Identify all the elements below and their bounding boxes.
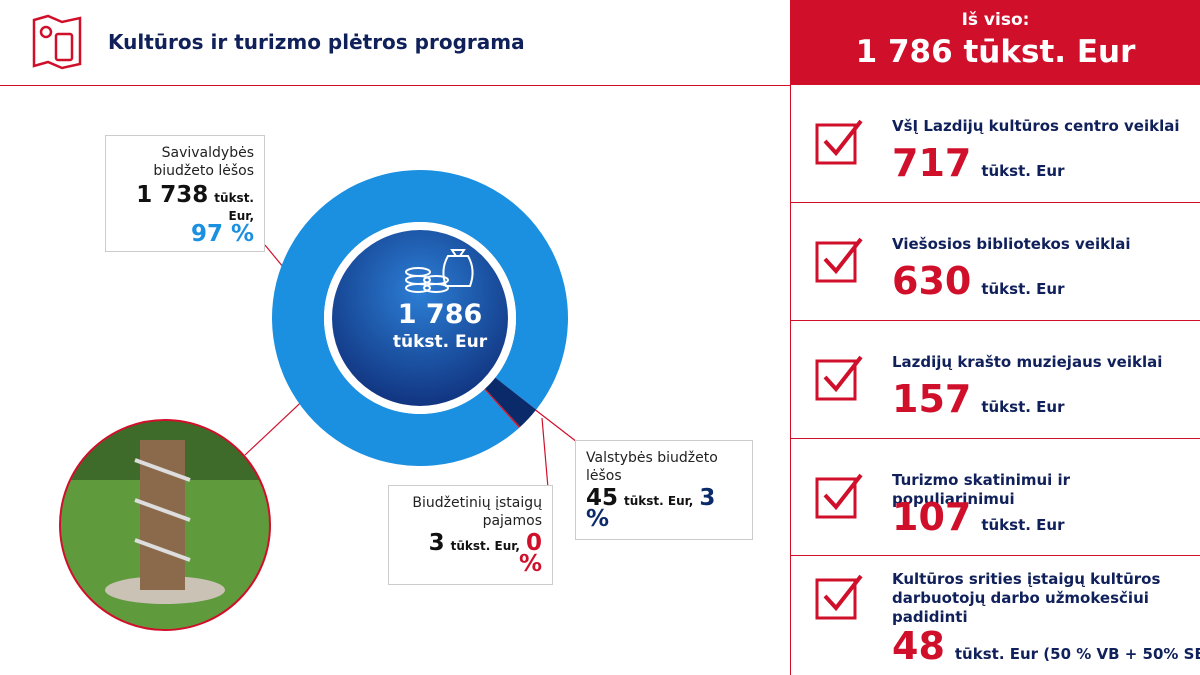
item-unit: tūkst. Eur (981, 516, 1065, 534)
list-item: Turizmo skatinimui ir populiarinimui 107… (791, 439, 1200, 556)
share-label: 0 % (518, 530, 542, 577)
pie-segment (484, 388, 521, 428)
item-amount: 107 (892, 495, 972, 539)
center-unit: tūkst. Eur (393, 332, 488, 352)
summary-box: Iš viso: 1 786 tūkst. Eur (791, 0, 1200, 85)
value-label: 1 738 (136, 182, 209, 208)
item-label: Kultūros srities įstaigų kultūros darbuo… (892, 570, 1161, 626)
list-item: VšĮ Lazdijų kultūros centro veiklai 717 t… (791, 85, 1200, 203)
list-item: Lazdijų krašto muziejaus veiklai 157 tūks… (791, 321, 1200, 439)
donut (272, 169, 569, 466)
item-unit: tūkst. Eur (981, 280, 1065, 298)
divider (790, 0, 791, 675)
item-amount: 157 (892, 377, 972, 421)
list-item: Kultūros srities įstaigų kultūros darbuo… (791, 556, 1200, 675)
callout: Biudžetinių įstaigų pajamos 3 tūkst. Eur,… (388, 485, 553, 585)
item-unit: tūkst. Eur (981, 398, 1065, 416)
check-icon (815, 473, 863, 519)
item-amount: 48 (892, 624, 945, 668)
category-label: Savivaldybės biudžeto lėšos (153, 145, 254, 179)
photo-frame (59, 419, 271, 631)
check-icon (815, 237, 863, 283)
category-label: Valstybės biudžeto lėšos (586, 450, 718, 484)
unit-label: tūkst. Eur, (624, 494, 694, 508)
item-amount: 630 (892, 259, 972, 303)
item-label: VšĮ Lazdijų kultūros centro veiklai (892, 117, 1180, 135)
callout: Savivaldybės biudžeto lėšos 1 738 tūkst. … (105, 135, 265, 252)
divider (0, 85, 790, 86)
center-total: 1 786 (398, 299, 483, 330)
center-disc (332, 230, 508, 406)
page-title: Kultūros ir turizmo plėtros programa (108, 30, 525, 54)
summary-label: Iš viso: (961, 10, 1030, 30)
list-item: Viešosios bibliotekos veiklai 630 tūkst. … (791, 203, 1200, 321)
share-label: 3 % (586, 485, 716, 532)
check-icon (815, 574, 863, 620)
unit-label: tūkst. Eur, (214, 191, 254, 223)
check-icon (815, 119, 863, 165)
item-label: Turizmo skatinimui ir populiarinimui (892, 471, 1071, 508)
unit-label: tūkst. Eur, (450, 539, 520, 553)
value-label: 3 (428, 530, 445, 556)
value-label: 45 (586, 485, 619, 511)
pie-segment (484, 377, 537, 427)
category-label: Biudžetinių įstaigų pajamos (412, 495, 542, 529)
item-unit: tūkst. Eur (981, 162, 1065, 180)
item-label: Lazdijų krašto muziejaus veiklai (892, 353, 1163, 371)
pie-segment (272, 169, 569, 466)
item-amount: 717 (892, 141, 972, 185)
check-icon (815, 355, 863, 401)
money-icon (405, 249, 474, 293)
share-label: 97 % (190, 221, 254, 247)
item-label: Viešosios bibliotekos veiklai (892, 235, 1131, 253)
photo (60, 420, 270, 630)
callout: Valstybės biudžeto lėšos 45 tūkst. Eur, 3 … (575, 440, 753, 540)
item-unit: tūkst. Eur (50 % VB + 50% SB) (954, 645, 1200, 663)
logo-icon (32, 14, 82, 70)
summary-amount: 1 786 tūkst. Eur (855, 34, 1136, 70)
